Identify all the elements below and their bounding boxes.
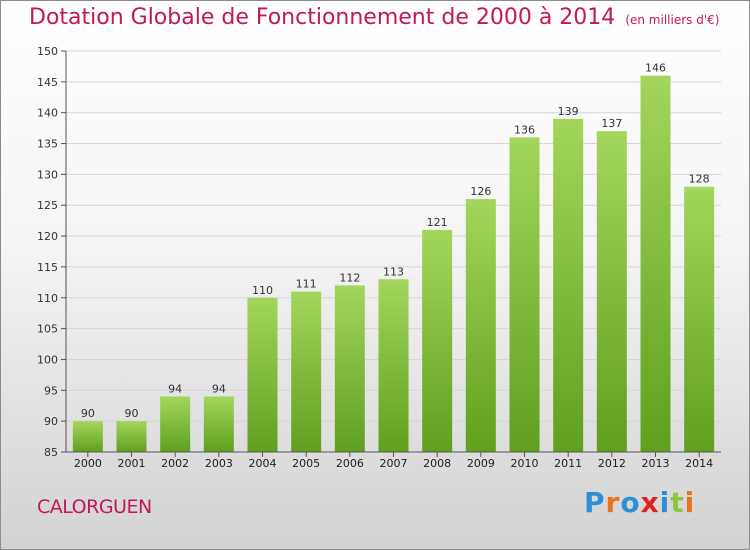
logo-letter: r xyxy=(605,486,621,519)
x-tick-label-2008: 2008 xyxy=(423,457,451,470)
bar-2010 xyxy=(509,137,540,452)
bar-2014 xyxy=(684,186,715,452)
bar-2008 xyxy=(422,229,453,452)
logo-letter: P xyxy=(584,486,606,519)
value-label-2013: 146 xyxy=(645,62,666,75)
y-tick-label: 95 xyxy=(44,384,58,397)
value-label-2008: 121 xyxy=(427,216,448,229)
value-label-2002: 94 xyxy=(168,382,182,395)
x-tick-label-2012: 2012 xyxy=(598,457,626,470)
value-label-2006: 112 xyxy=(339,271,360,284)
x-axis: 2000 2001 2002 2003 2004 2005 2006 2007 2008 2009… xyxy=(66,451,721,470)
logo-letter: i xyxy=(659,486,671,519)
logo-letter: i xyxy=(684,486,696,519)
bar-2007 xyxy=(378,279,409,452)
bar-2009 xyxy=(465,199,496,452)
value-label-2000: 90 xyxy=(81,407,95,420)
bar-2006 xyxy=(334,285,365,452)
bar-2000 xyxy=(72,421,103,452)
logo-letter: t xyxy=(670,486,685,519)
x-tick-label-2010: 2010 xyxy=(511,457,539,470)
y-tick-label: 125 xyxy=(37,199,58,212)
x-tick-label-2013: 2013 xyxy=(642,457,670,470)
x-tick-label-2000: 2000 xyxy=(74,457,102,470)
y-tick-label: 85 xyxy=(44,446,58,459)
bar-2012 xyxy=(596,131,627,452)
x-tick-label-2003: 2003 xyxy=(205,457,233,470)
chart-title: Dotation Globale de Fonctionnement de 20… xyxy=(29,5,719,30)
chart-subtitle: (en milliers d'€) xyxy=(625,13,720,27)
value-label-2007: 113 xyxy=(383,265,404,278)
bar-2001 xyxy=(116,421,147,452)
y-tick-label: 90 xyxy=(44,415,58,428)
chart-title-text: Dotation Globale de Fonctionnement de 20… xyxy=(29,5,616,30)
y-tick-label: 100 xyxy=(37,353,58,366)
x-tick-label-2009: 2009 xyxy=(467,457,495,470)
y-axis: 85 90 95 100 105 110 115 120 125 130 135 140 145 150 xyxy=(37,45,67,459)
x-tick-label-2005: 2005 xyxy=(292,457,320,470)
y-tick-label: 140 xyxy=(37,107,58,120)
y-tick-label: 135 xyxy=(37,138,58,151)
value-label-2001: 90 xyxy=(125,407,139,420)
value-label-2009: 126 xyxy=(470,185,491,198)
y-tick-label: 120 xyxy=(37,230,58,243)
value-label-2005: 111 xyxy=(296,278,317,291)
logo-letter: o xyxy=(620,486,641,519)
y-tick-label: 130 xyxy=(37,168,58,181)
logo-letter: x xyxy=(640,486,660,519)
x-tick-label-2002: 2002 xyxy=(161,457,189,470)
y-tick-label: 105 xyxy=(37,323,58,336)
bar-2003 xyxy=(203,396,234,452)
value-label-2003: 94 xyxy=(212,382,226,395)
bars: 90 90 94 94 110 111 112 113 121 126 136 139 137 146 12… xyxy=(72,62,715,452)
y-tick-label: 145 xyxy=(37,76,58,89)
x-tick-label-2004: 2004 xyxy=(249,457,277,470)
value-label-2012: 137 xyxy=(601,117,622,130)
value-label-2004: 110 xyxy=(252,284,273,297)
proxiti-logo[interactable]: Proxiti xyxy=(584,486,695,519)
bar-2002 xyxy=(160,396,191,452)
bar-2005 xyxy=(291,291,322,452)
x-tick-label-2007: 2007 xyxy=(380,457,408,470)
y-tick-label: 115 xyxy=(37,261,58,274)
x-tick-label-2001: 2001 xyxy=(118,457,146,470)
commune-name: CALORGUEN xyxy=(37,496,152,518)
value-label-2014: 128 xyxy=(689,173,710,186)
bar-2004 xyxy=(247,297,278,452)
y-tick-label: 110 xyxy=(37,292,58,305)
x-tick-label-2014: 2014 xyxy=(685,457,713,470)
bar-2013 xyxy=(640,75,671,452)
value-label-2010: 136 xyxy=(514,123,535,136)
y-tick-label: 150 xyxy=(37,45,58,58)
x-tick-label-2011: 2011 xyxy=(554,457,582,470)
value-label-2011: 139 xyxy=(558,105,579,118)
bar-2011 xyxy=(553,118,584,452)
x-tick-label-2006: 2006 xyxy=(336,457,364,470)
